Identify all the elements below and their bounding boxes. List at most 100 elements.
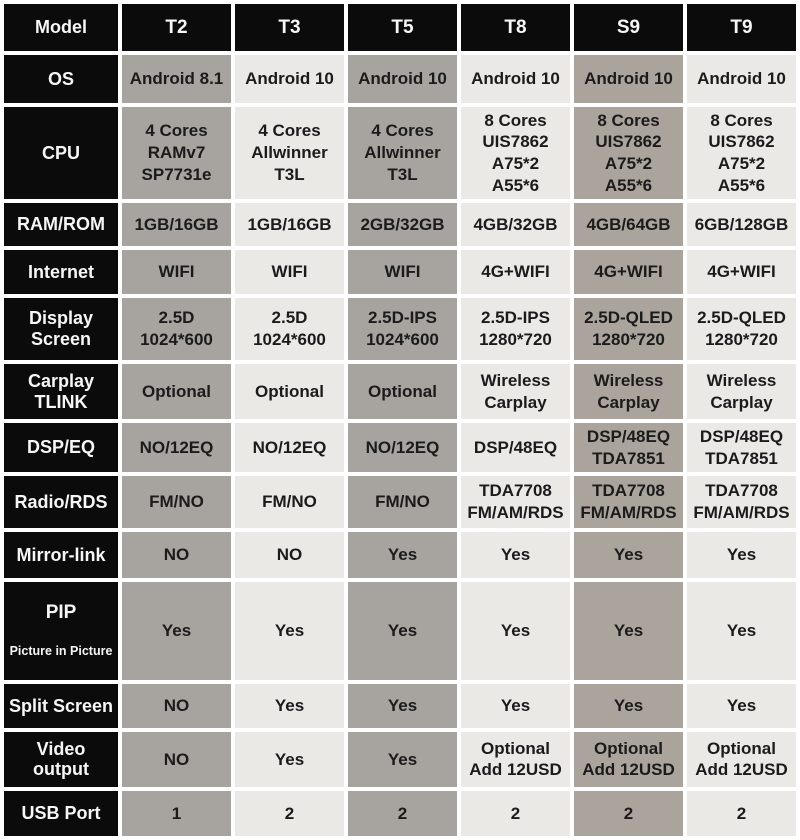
value-cell: Yes (235, 683, 344, 728)
value-cell: 1 (122, 790, 231, 836)
value-cell: Yes (461, 683, 570, 728)
value-cell: Optional (122, 364, 231, 419)
value-cell: Yes (574, 582, 683, 680)
value-cell: Yes (574, 532, 683, 578)
row-label-cpu: CPU (4, 107, 118, 199)
value-cell: 4GB/32GB (461, 203, 570, 246)
value-cell: Yes (687, 582, 796, 680)
table-row-display-screen: Display Screen 2.5D 1024*600 2.5D 1024*6… (4, 298, 796, 360)
value-cell: Yes (235, 582, 344, 680)
value-cell: Yes (235, 731, 344, 787)
value-cell: Yes (461, 532, 570, 578)
value-cell: Yes (348, 731, 457, 787)
value-cell: Yes (348, 582, 457, 680)
row-label-radio-rds: Radio/RDS (4, 476, 118, 528)
value-cell: 2 (687, 790, 796, 836)
value-cell: Yes (348, 532, 457, 578)
value-cell: Yes (687, 683, 796, 728)
value-cell: 2.5D 1024*600 (122, 298, 231, 360)
value-cell: DSP/48EQ (461, 423, 570, 472)
value-cell: 2 (461, 790, 570, 836)
value-cell: NO (122, 683, 231, 728)
column-header-s9: S9 (574, 4, 683, 51)
value-cell: WIFI (235, 250, 344, 294)
table-row-carplay-tlink: Carplay TLINK Optional Optional Optional… (4, 364, 796, 419)
value-cell: Optional Add 12USD (574, 731, 683, 787)
value-cell: Yes (122, 582, 231, 680)
column-header-t3: T3 (235, 4, 344, 51)
table-row-cpu: CPU 4 Cores RAMv7 SP7731e 4 Cores Allwin… (4, 107, 796, 199)
value-cell: 4 Cores Allwinner T3L (348, 107, 457, 199)
value-cell: Android 10 (235, 55, 344, 103)
value-cell: NO/12EQ (348, 423, 457, 472)
corner-header-model: Model (4, 4, 118, 51)
table-row-video-output: Video output NO Yes Yes Optional Add 12U… (4, 731, 796, 787)
row-label-ram-rom: RAM/ROM (4, 203, 118, 246)
value-cell: Wireless Carplay (687, 364, 796, 419)
value-cell: 4G+WIFI (461, 250, 570, 294)
value-cell: WIFI (122, 250, 231, 294)
value-cell: DSP/48EQ TDA7851 (574, 423, 683, 472)
value-cell: TDA7708 FM/AM/RDS (574, 476, 683, 528)
value-cell: NO/12EQ (235, 423, 344, 472)
value-cell: 2.5D-QLED 1280*720 (574, 298, 683, 360)
value-cell: 8 Cores UIS7862 A75*2 A55*6 (461, 107, 570, 199)
row-label-video-output: Video output (4, 731, 118, 787)
value-cell: NO (122, 532, 231, 578)
value-cell: 2.5D-IPS 1024*600 (348, 298, 457, 360)
row-label-pip: PIP Picture in Picture (4, 582, 118, 680)
table-row-dsp-eq: DSP/EQ NO/12EQ NO/12EQ NO/12EQ DSP/48EQ … (4, 423, 796, 472)
value-cell: 2 (574, 790, 683, 836)
value-cell: 4 Cores Allwinner T3L (235, 107, 344, 199)
table-row-split-screen: Split Screen NO Yes Yes Yes Yes Yes (4, 683, 796, 728)
row-label-os: OS (4, 55, 118, 103)
value-cell: Wireless Carplay (461, 364, 570, 419)
value-cell: 2 (235, 790, 344, 836)
value-cell: FM/NO (122, 476, 231, 528)
value-cell: NO (122, 731, 231, 787)
row-label-mirror-link: Mirror-link (4, 532, 118, 578)
value-cell: Optional (348, 364, 457, 419)
value-cell: 1GB/16GB (235, 203, 344, 246)
value-cell: Android 10 (348, 55, 457, 103)
row-label-internet: Internet (4, 250, 118, 294)
table-row-radio-rds: Radio/RDS FM/NO FM/NO FM/NO TDA7708 FM/A… (4, 476, 796, 528)
value-cell: TDA7708 FM/AM/RDS (687, 476, 796, 528)
pip-label: PIP (45, 601, 77, 623)
value-cell: 4G+WIFI (687, 250, 796, 294)
value-cell: 2.5D-IPS 1280*720 (461, 298, 570, 360)
table-header-row: Model T2 T3 T5 T8 S9 T9 (4, 4, 796, 51)
value-cell: NO (235, 532, 344, 578)
value-cell: Yes (687, 532, 796, 578)
table-row-ram-rom: RAM/ROM 1GB/16GB 1GB/16GB 2GB/32GB 4GB/3… (4, 203, 796, 246)
table-row-mirror-link: Mirror-link NO NO Yes Yes Yes Yes (4, 532, 796, 578)
value-cell: Optional Add 12USD (461, 731, 570, 787)
value-cell: Android 10 (574, 55, 683, 103)
value-cell: Yes (461, 582, 570, 680)
value-cell: WIFI (348, 250, 457, 294)
value-cell: Yes (348, 683, 457, 728)
row-label-split-screen: Split Screen (4, 683, 118, 728)
value-cell: DSP/48EQ TDA7851 (687, 423, 796, 472)
value-cell: 6GB/128GB (687, 203, 796, 246)
value-cell: 8 Cores UIS7862 A75*2 A55*6 (687, 107, 796, 199)
row-label-dsp-eq: DSP/EQ (4, 423, 118, 472)
row-label-usb-port: USB Port (4, 790, 118, 836)
row-label-carplay-tlink: Carplay TLINK (4, 364, 118, 419)
value-cell: 4 Cores RAMv7 SP7731e (122, 107, 231, 199)
value-cell: 2.5D 1024*600 (235, 298, 344, 360)
value-cell: Yes (574, 683, 683, 728)
value-cell: TDA7708 FM/AM/RDS (461, 476, 570, 528)
value-cell: 4G+WIFI (574, 250, 683, 294)
row-label-display-screen: Display Screen (4, 298, 118, 360)
value-cell: Wireless Carplay (574, 364, 683, 419)
pip-sublabel: Picture in Picture (9, 644, 113, 659)
value-cell: Android 10 (687, 55, 796, 103)
value-cell: Optional Add 12USD (687, 731, 796, 787)
table-row-usb-port: USB Port 1 2 2 2 2 2 (4, 790, 796, 836)
value-cell: NO/12EQ (122, 423, 231, 472)
column-header-t5: T5 (348, 4, 457, 51)
table-row-internet: Internet WIFI WIFI WIFI 4G+WIFI 4G+WIFI … (4, 250, 796, 294)
value-cell: FM/NO (348, 476, 457, 528)
